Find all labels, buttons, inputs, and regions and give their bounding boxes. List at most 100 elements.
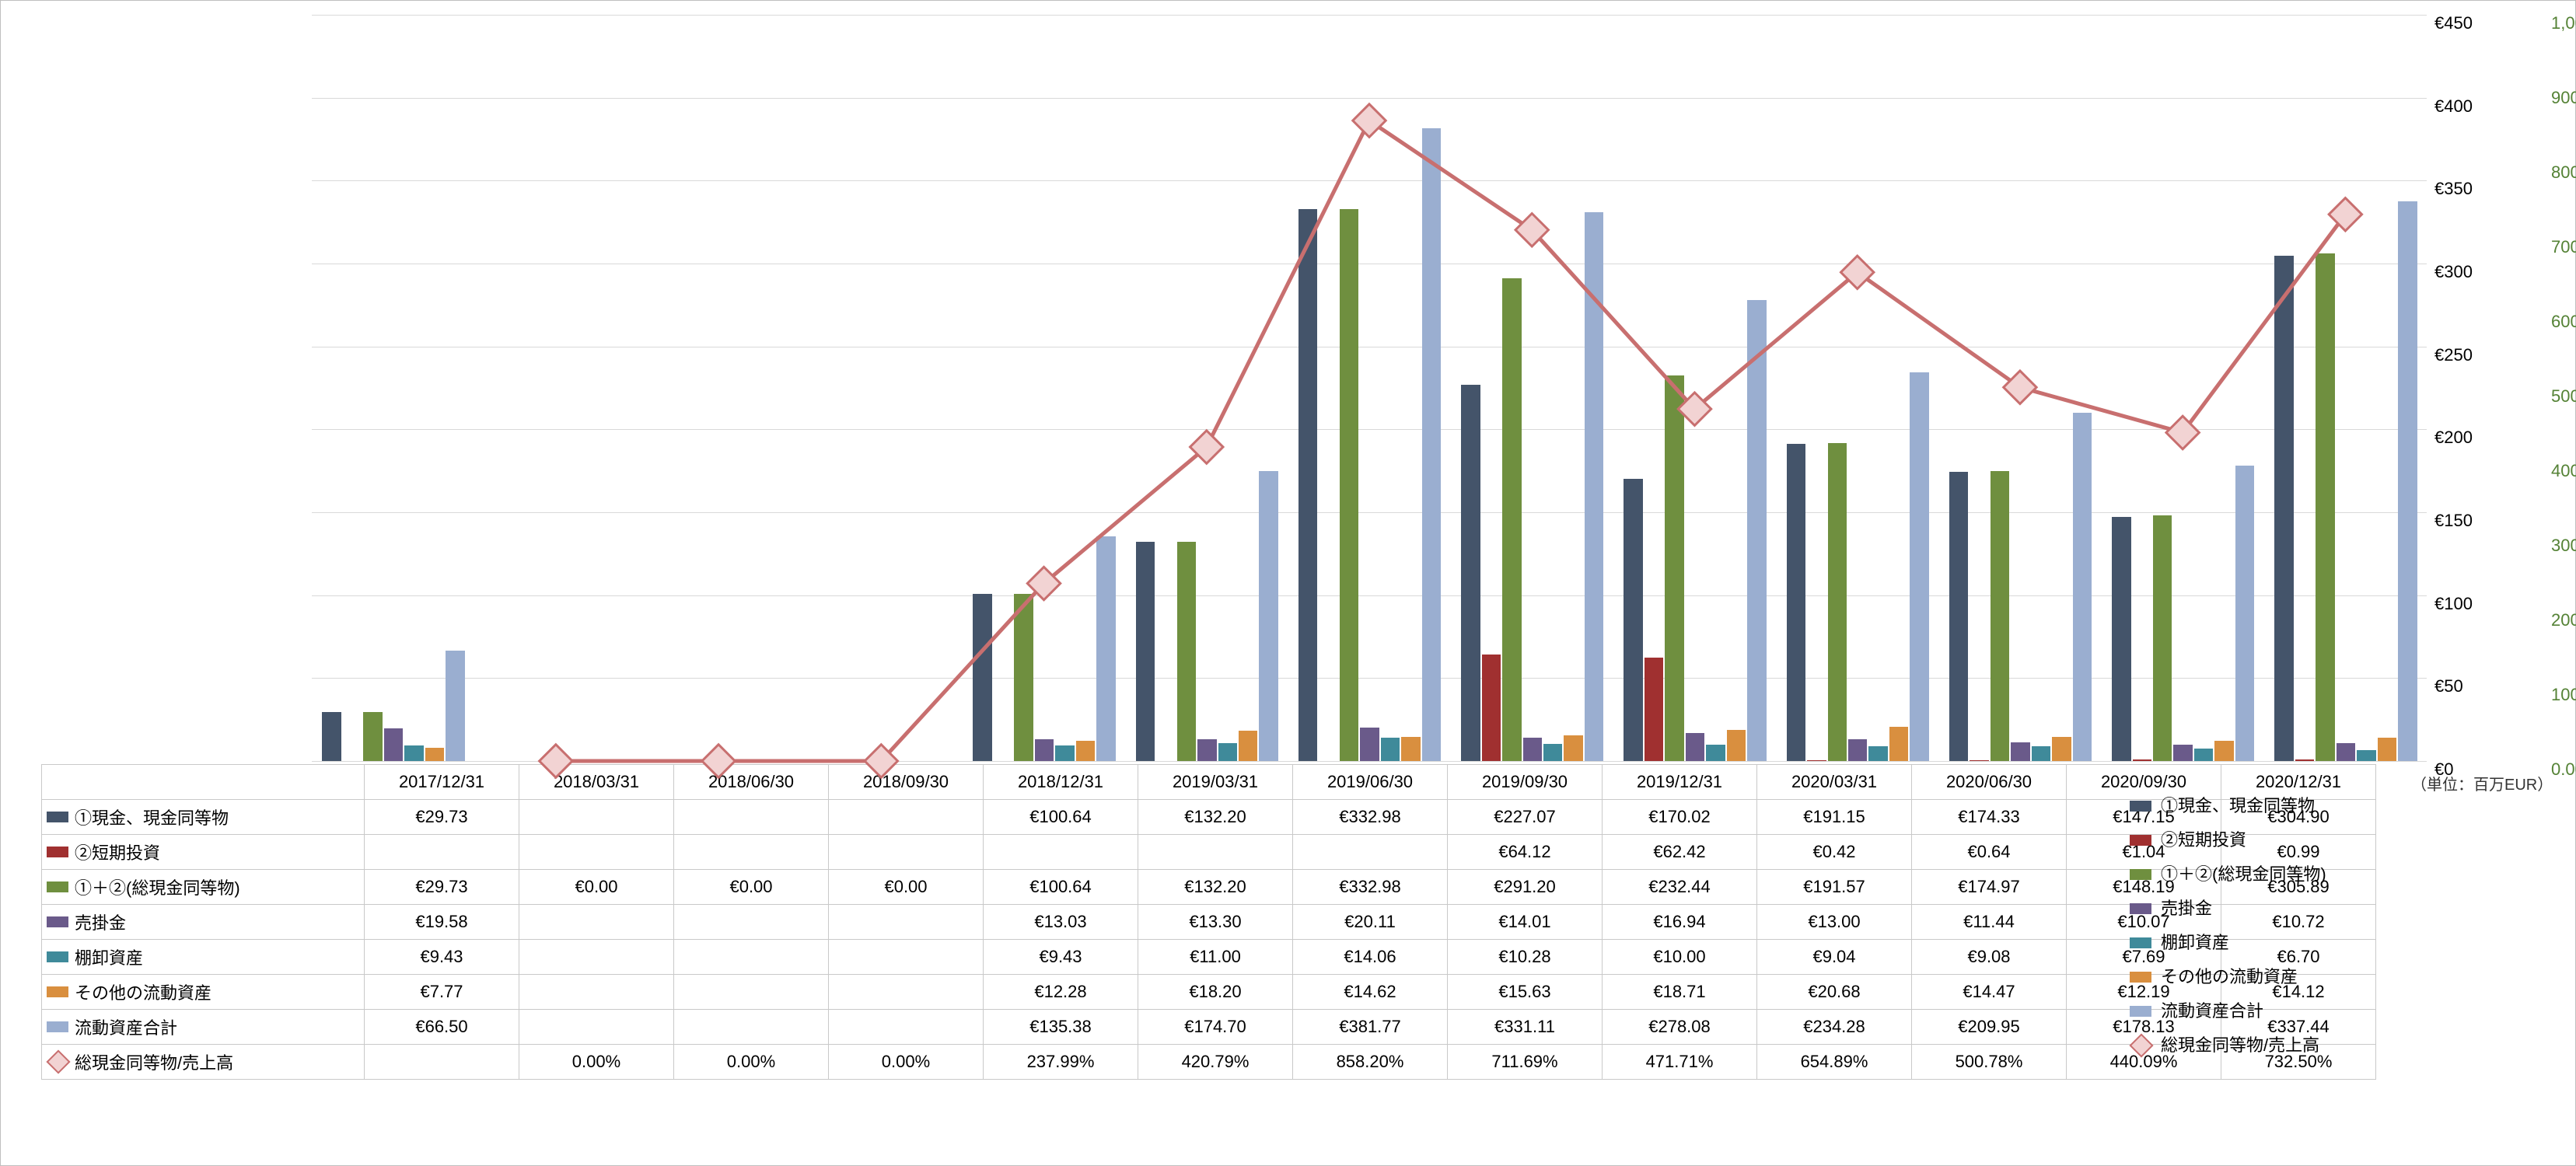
cell: €14.62 [1293,975,1448,1010]
legend-currtot: 流動資産合計 [2130,994,2326,1028]
cell: 471.71% [1603,1045,1757,1080]
row-currtot: 流動資産合計€66.50€135.38€174.70€381.77€331.11… [42,1010,2376,1045]
cell [1293,835,1448,870]
cell: 711.69% [1448,1045,1603,1080]
legend-totalcash: ①＋②(総現金同等物) [2130,857,2326,892]
legend-other: その他の流動資産 [2130,960,2326,994]
cell: €20.68 [1757,975,1912,1010]
cell: €0.00 [674,870,829,905]
cell [674,940,829,975]
chart-container: €0€50€100€150€200€250€300€350€400€450 0.… [0,0,2576,1166]
cell: €15.63 [1448,975,1603,1010]
cell [829,905,984,940]
row-label-totalcash: ①＋②(総現金同等物) [42,870,365,905]
y-tick-euro: €300 [2434,262,2473,282]
col-2019/09/30: 2019/09/30 [1448,765,1603,800]
cell [519,940,674,975]
cell [519,1010,674,1045]
y-tick-euro: €450 [2434,13,2473,33]
y-tick-percent: 300.00% [2551,536,2576,556]
y-tick-percent: 0.00% [2551,759,2576,780]
cell: €174.33 [1912,800,2067,835]
row-label-shortinv: ②短期投資 [42,835,365,870]
cell: €16.94 [1603,905,1757,940]
row-label-cash: ①現金、現金同等物 [42,800,365,835]
cell [674,975,829,1010]
y-tick-percent: 400.00% [2551,461,2576,481]
cell: €18.20 [1138,975,1293,1010]
y-tick-euro: €100 [2434,594,2473,614]
cell: €20.11 [1293,905,1448,940]
cell: €10.28 [1448,940,1603,975]
cell: €0.42 [1757,835,1912,870]
cell: €66.50 [365,1010,519,1045]
cell [674,835,829,870]
cell: 237.99% [984,1045,1138,1080]
cell: €14.01 [1448,905,1603,940]
cell: €14.06 [1293,940,1448,975]
cell [829,835,984,870]
cell: €0.00 [829,870,984,905]
cell [365,1045,519,1080]
y-tick-percent: 800.00% [2551,162,2576,183]
cell: €0.64 [1912,835,2067,870]
row-shortinv: ②短期投資€64.12€62.42€0.42€0.64€1.04€0.99 [42,835,2376,870]
legend-ar: 売掛金 [2130,892,2326,926]
cell: €9.43 [365,940,519,975]
cell: €9.43 [984,940,1138,975]
col-2018/09/30: 2018/09/30 [829,765,984,800]
cell [829,940,984,975]
cell: €18.71 [1603,975,1757,1010]
y-tick-euro: €50 [2434,676,2463,696]
data-table: 2017/12/312018/03/312018/06/302018/09/30… [41,764,2376,1080]
cell: €13.00 [1757,905,1912,940]
cell: €14.47 [1912,975,2067,1010]
cell: €174.97 [1912,870,2067,905]
cell: €9.04 [1757,940,1912,975]
row-ratio: 総現金同等物/売上高0.00%0.00%0.00%237.99%420.79%8… [42,1045,2376,1080]
y-tick-percent: 900.00% [2551,88,2576,108]
row-ar: 売掛金€19.58€13.03€13.30€20.11€14.01€16.94€… [42,905,2376,940]
y-tick-percent: 500.00% [2551,386,2576,407]
ratio-line [312,15,2427,761]
y-tick-percent: 600.00% [2551,312,2576,332]
col-2017/12/31: 2017/12/31 [365,765,519,800]
cell: €11.44 [1912,905,2067,940]
col-2018/12/31: 2018/12/31 [984,765,1138,800]
row-inv: 棚卸資産€9.43€9.43€11.00€14.06€10.28€10.00€9… [42,940,2376,975]
y-tick-euro: €350 [2434,179,2473,199]
col-2018/06/30: 2018/06/30 [674,765,829,800]
cell: 0.00% [519,1045,674,1080]
y-tick-euro: €150 [2434,511,2473,531]
legend-shortinv: ②短期投資 [2130,823,2326,857]
y-tick-percent: 100.00% [2551,685,2576,705]
cell: €100.64 [984,800,1138,835]
cell: €174.70 [1138,1010,1293,1045]
cell [519,800,674,835]
cell: €191.57 [1757,870,1912,905]
cell: €170.02 [1603,800,1757,835]
row-other: その他の流動資産€7.77€12.28€18.20€14.62€15.63€18… [42,975,2376,1010]
cell: €209.95 [1912,1010,2067,1045]
y-axis-left-euro: €0€50€100€150€200€250€300€350€400€450 [2427,15,2520,761]
cell [829,975,984,1010]
cell: €332.98 [1293,870,1448,905]
table-corner [42,765,365,800]
row-label-ratio: 総現金同等物/売上高 [42,1045,365,1080]
legend-ratio: 総現金同等物/売上高 [2130,1028,2326,1063]
cell [519,835,674,870]
y-tick-euro: €250 [2434,345,2473,365]
cell [1138,835,1293,870]
cell: €381.77 [1293,1010,1448,1045]
col-2018/03/31: 2018/03/31 [519,765,674,800]
cell [519,975,674,1010]
col-2020/03/31: 2020/03/31 [1757,765,1912,800]
cell [674,1010,829,1045]
cell: €132.20 [1138,800,1293,835]
cell [984,835,1138,870]
cell: €332.98 [1293,800,1448,835]
cell [674,905,829,940]
col-2020/06/30: 2020/06/30 [1912,765,2067,800]
cell: 500.78% [1912,1045,2067,1080]
cell: €191.15 [1757,800,1912,835]
